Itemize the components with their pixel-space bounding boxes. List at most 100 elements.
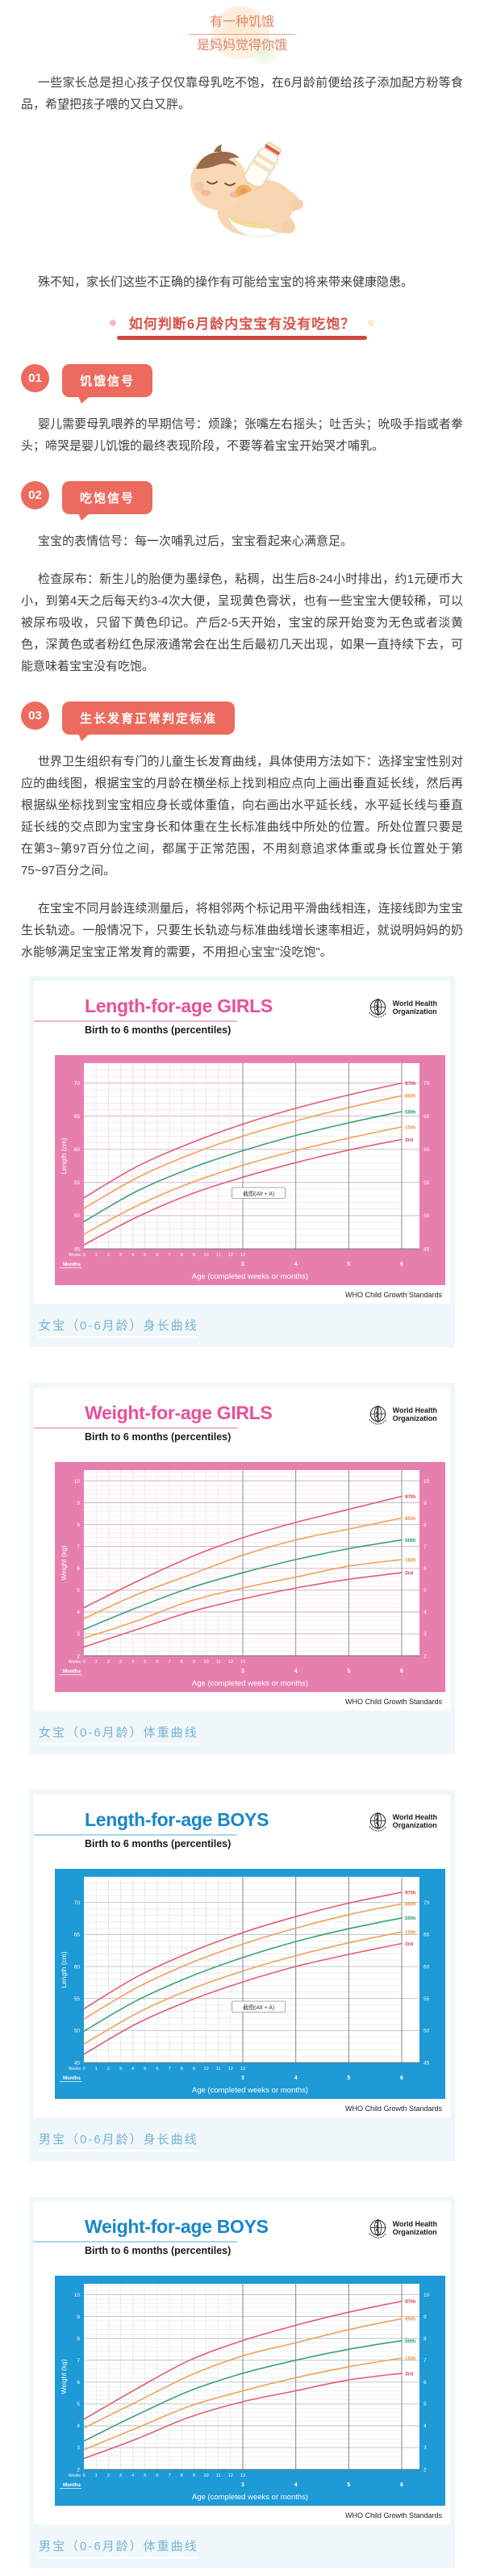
svg-text:5: 5: [77, 2402, 80, 2407]
svg-text:9: 9: [77, 2314, 80, 2320]
svg-text:6: 6: [156, 1253, 158, 1258]
svg-text:7: 7: [169, 1660, 171, 1665]
svg-text:3: 3: [77, 1631, 80, 1637]
svg-text:45: 45: [424, 2060, 430, 2066]
svg-text:2: 2: [107, 2067, 110, 2071]
svg-text:Age (completed weeks or months: Age (completed weeks or months): [192, 2493, 308, 2502]
svg-text:50: 50: [74, 1213, 81, 1219]
section-02-header: 02 吃饱信号: [21, 481, 484, 514]
svg-text:3: 3: [424, 1631, 427, 1637]
who-standards-credit: WHO Child Growth Standards: [344, 2511, 442, 2519]
svg-text:4: 4: [131, 1660, 134, 1665]
svg-text:7: 7: [77, 2358, 80, 2364]
svg-text:3rd: 3rd: [405, 1941, 413, 1947]
who-logo-line2: Organization: [392, 2227, 437, 2236]
svg-text:4: 4: [424, 2423, 427, 2429]
svg-text:5: 5: [347, 1262, 350, 1267]
svg-text:0: 0: [82, 1253, 85, 1258]
svg-text:11: 11: [216, 1253, 221, 1258]
svg-text:70: 70: [424, 1081, 430, 1087]
body-paragraph: 婴儿需要母乳喂养的早期信号：烦躁；张嘴左右摇头；吐舌头；吮吸手指或者拳头；啼哭是…: [21, 417, 463, 453]
who-logo-line1: World Health: [392, 1405, 437, 1414]
svg-text:5: 5: [347, 2075, 350, 2081]
svg-text:Weight (kg): Weight (kg): [60, 1545, 68, 1580]
chart-caption: 男宝（0-6月龄）身长曲线: [39, 2130, 198, 2151]
svg-text:5: 5: [144, 1253, 146, 1258]
svg-text:1: 1: [95, 2067, 98, 2071]
growth-chart-card: Weight-for-age GIRLS Birth to 6 months (…: [34, 1388, 450, 1711]
svg-text:50th: 50th: [405, 2339, 415, 2344]
svg-text:0: 0: [82, 2473, 85, 2478]
svg-text:6: 6: [400, 2075, 403, 2081]
svg-text:50: 50: [424, 1213, 430, 1219]
svg-text:Age (completed weeks or months: Age (completed weeks or months): [192, 1679, 308, 1688]
svg-text:2: 2: [107, 1253, 110, 1258]
svg-text:Age (completed weeks or months: Age (completed weeks or months): [192, 2086, 308, 2095]
svg-text:9: 9: [193, 2067, 195, 2071]
svg-text:10: 10: [203, 1660, 208, 1665]
svg-text:60: 60: [74, 1964, 81, 1970]
svg-text:Months: Months: [63, 2482, 81, 2488]
chart-title-rule: [34, 2241, 237, 2243]
growth-charts-area: Length-for-age GIRLS Birth to 6 months (…: [0, 976, 484, 2568]
svg-text:1: 1: [95, 2473, 98, 2478]
svg-text:8: 8: [181, 2067, 183, 2071]
svg-text:13: 13: [240, 2473, 245, 2478]
pink-dot-decoration: [109, 319, 116, 326]
svg-text:3: 3: [77, 2445, 80, 2451]
svg-text:45: 45: [74, 2060, 81, 2066]
section-number-badge: 03: [21, 702, 49, 730]
svg-text:2: 2: [107, 1660, 110, 1665]
who-logo-line2: Organization: [392, 1414, 437, 1422]
svg-text:3rd: 3rd: [405, 1137, 413, 1143]
svg-text:9: 9: [77, 1501, 80, 1506]
svg-text:截图(Alt + A): 截图(Alt + A): [243, 2004, 274, 2011]
svg-text:3: 3: [119, 2473, 122, 2478]
growth-chart-section: Length-for-age BOYS Birth to 6 months (p…: [29, 1790, 455, 2161]
svg-text:5: 5: [347, 1669, 350, 1674]
svg-text:50th: 50th: [405, 1109, 415, 1115]
who-standards-credit: WHO Child Growth Standards: [344, 1698, 442, 1706]
svg-text:5: 5: [347, 2482, 350, 2488]
svg-text:10: 10: [424, 1479, 430, 1485]
svg-text:7: 7: [169, 2067, 171, 2071]
svg-text:10: 10: [74, 1479, 81, 1485]
svg-text:4: 4: [131, 1253, 134, 1258]
growth-chart-section: Weight-for-age GIRLS Birth to 6 months (…: [29, 1383, 455, 1754]
svg-text:50th: 50th: [405, 1538, 415, 1544]
svg-text:3: 3: [241, 2482, 244, 2488]
section-03-header: 03 生长发育正常判定标准: [21, 702, 484, 735]
chart-caption: 男宝（0-6月龄）体重曲线: [39, 2537, 198, 2558]
who-logo-line2: Organization: [392, 1007, 437, 1016]
svg-text:9: 9: [193, 1660, 195, 1665]
chart-title: Weight-for-age GIRLS: [85, 1402, 273, 1423]
body-paragraph: 检查尿布：新生儿的胎便为墨绿色，粘稠，出生后8-24小时排出，约1元硬币大小，到…: [21, 572, 463, 673]
svg-text:Months: Months: [63, 2075, 81, 2081]
svg-text:11: 11: [216, 2473, 221, 2478]
svg-text:8: 8: [424, 1523, 427, 1528]
svg-text:3rd: 3rd: [405, 1571, 413, 1577]
svg-text:Weight (kg): Weight (kg): [60, 2359, 68, 2394]
svg-text:70: 70: [74, 1081, 81, 1087]
svg-text:3: 3: [119, 1660, 122, 1665]
svg-text:Weeks: Weeks: [69, 2473, 81, 2478]
svg-text:13: 13: [240, 2067, 245, 2071]
svg-text:45: 45: [74, 1246, 81, 1252]
growth-chart-section: Length-for-age GIRLS Birth to 6 months (…: [29, 976, 455, 1347]
svg-text:7: 7: [169, 1253, 171, 1258]
svg-text:3: 3: [119, 2067, 122, 2071]
svg-text:4: 4: [294, 1669, 298, 1674]
svg-text:6: 6: [400, 2482, 403, 2488]
question-heading: 如何判断6月龄内宝宝有没有吃饱？: [128, 316, 356, 332]
chart-title-rule: [34, 1427, 237, 1429]
svg-text:50: 50: [424, 2029, 430, 2034]
svg-text:7: 7: [424, 1544, 427, 1550]
who-logo-line1: World Health: [392, 1812, 437, 1821]
svg-text:7: 7: [424, 2358, 427, 2364]
svg-text:15th: 15th: [405, 1125, 415, 1130]
svg-text:Length (cm): Length (cm): [60, 1137, 68, 1175]
svg-text:3: 3: [241, 2075, 244, 2081]
svg-text:Age (completed weeks or months: Age (completed weeks or months): [192, 1272, 308, 1281]
